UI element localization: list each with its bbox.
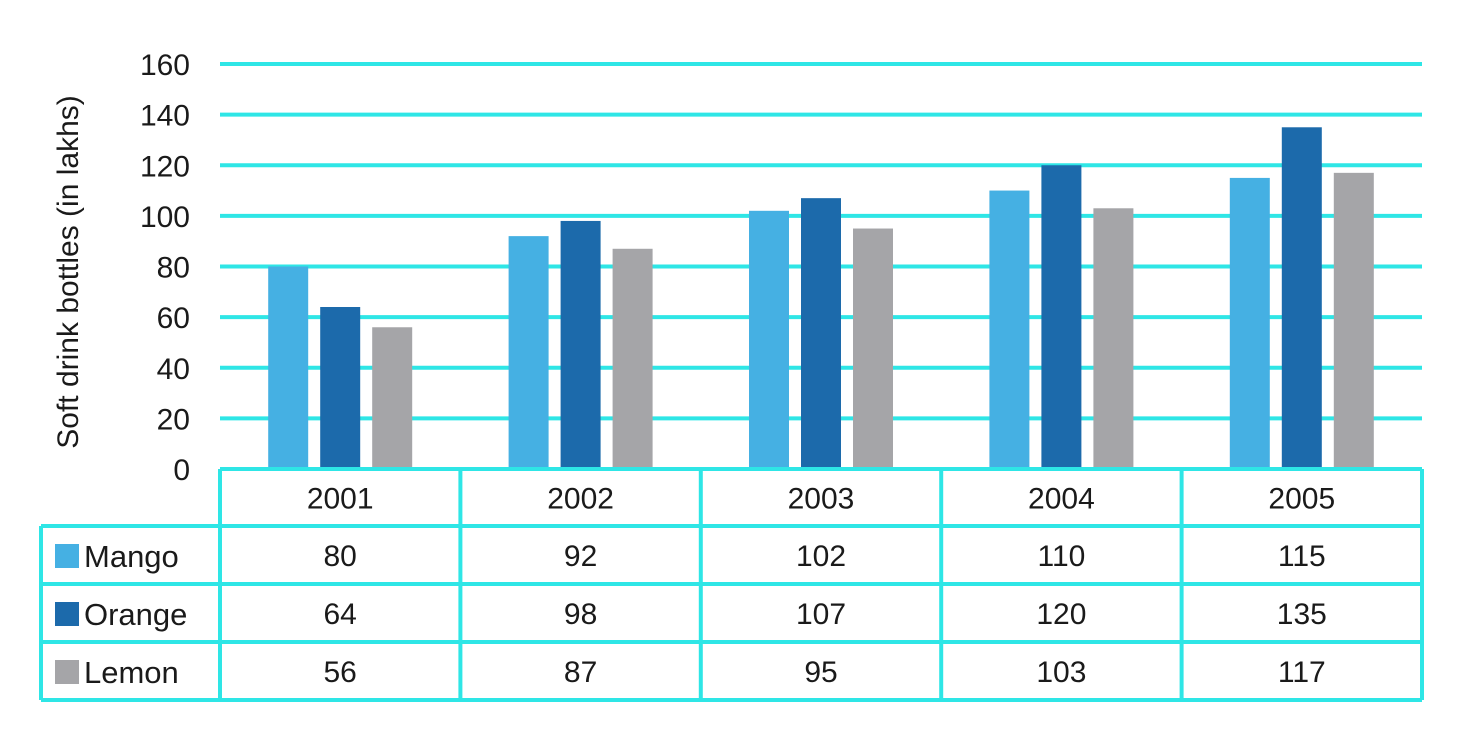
- bar-lemon-2003: [853, 228, 893, 469]
- table-cell-value: 102: [796, 540, 846, 573]
- x-tick-label: 2003: [788, 483, 855, 516]
- table-cell-value: 110: [1037, 540, 1085, 573]
- bars: [268, 127, 1374, 469]
- bar-orange-2003: [801, 198, 841, 469]
- x-tick-label: 2001: [307, 483, 374, 516]
- y-tick-label: 120: [140, 150, 190, 183]
- table-cell-value: 135: [1277, 598, 1327, 631]
- table-cell-value: 120: [1036, 598, 1086, 631]
- bar-mango-2003: [749, 210, 789, 469]
- y-tick-label: 0: [173, 454, 190, 487]
- bar-lemon-2001: [372, 327, 413, 469]
- table-cell-value: 95: [804, 656, 837, 689]
- table-cell-value: 115: [1278, 540, 1326, 573]
- bar-mango-2001: [268, 266, 309, 469]
- x-tick-label: 2005: [1268, 483, 1335, 516]
- table-cell-value: 92: [564, 540, 597, 573]
- bar-orange-2002: [560, 220, 601, 469]
- legend-label-orange: Orange: [84, 597, 187, 632]
- table-cell-value: 103: [1036, 656, 1086, 689]
- legend-label-lemon: Lemon: [84, 655, 179, 690]
- bar-orange-2005: [1281, 127, 1322, 469]
- x-tick-label: 2004: [1028, 483, 1095, 516]
- bar-mango-2005: [1229, 177, 1270, 469]
- y-tick-label: 60: [157, 302, 190, 335]
- table-cell-value: 64: [324, 598, 357, 631]
- table-cell-value: 87: [564, 656, 597, 689]
- y-tick-label: 40: [157, 353, 190, 386]
- bar-mango-2002: [508, 236, 549, 469]
- y-tick-label: 140: [140, 100, 190, 133]
- data-table: 2001 2002 2003 2004 2005 Mango 80 92 102 110 115 Or…: [39, 467, 1424, 702]
- y-tick-label: 100: [140, 201, 190, 234]
- y-tick-label: 160: [140, 49, 190, 82]
- bar-lemon-2004: [1093, 208, 1134, 469]
- table-cell-value: 107: [796, 598, 846, 631]
- bar-lemon-2002: [612, 248, 653, 469]
- legend-swatch-orange: [55, 602, 79, 626]
- y-tick-label: 80: [157, 252, 190, 285]
- legend-swatch-mango: [55, 544, 79, 568]
- y-tick-label: 20: [157, 403, 190, 436]
- table-cell-value: 98: [564, 598, 597, 631]
- y-axis-label: Soft drink bottles (in lakhs): [52, 95, 85, 448]
- table-cell-value: 56: [324, 656, 357, 689]
- x-tick-label: 2002: [547, 483, 614, 516]
- bar-mango-2004: [989, 190, 1030, 469]
- bar-orange-2004: [1041, 165, 1082, 469]
- bar-lemon-2005: [1333, 172, 1374, 469]
- y-axis-ticks: 0 20 40 60 80 100 120 140 160: [140, 49, 190, 487]
- bar-orange-2001: [320, 307, 361, 469]
- table-cell-value: 80: [324, 540, 357, 573]
- legend-label-mango: Mango: [84, 539, 179, 574]
- table-cell-value: 117: [1278, 656, 1326, 689]
- legend-swatch-lemon: [55, 660, 79, 684]
